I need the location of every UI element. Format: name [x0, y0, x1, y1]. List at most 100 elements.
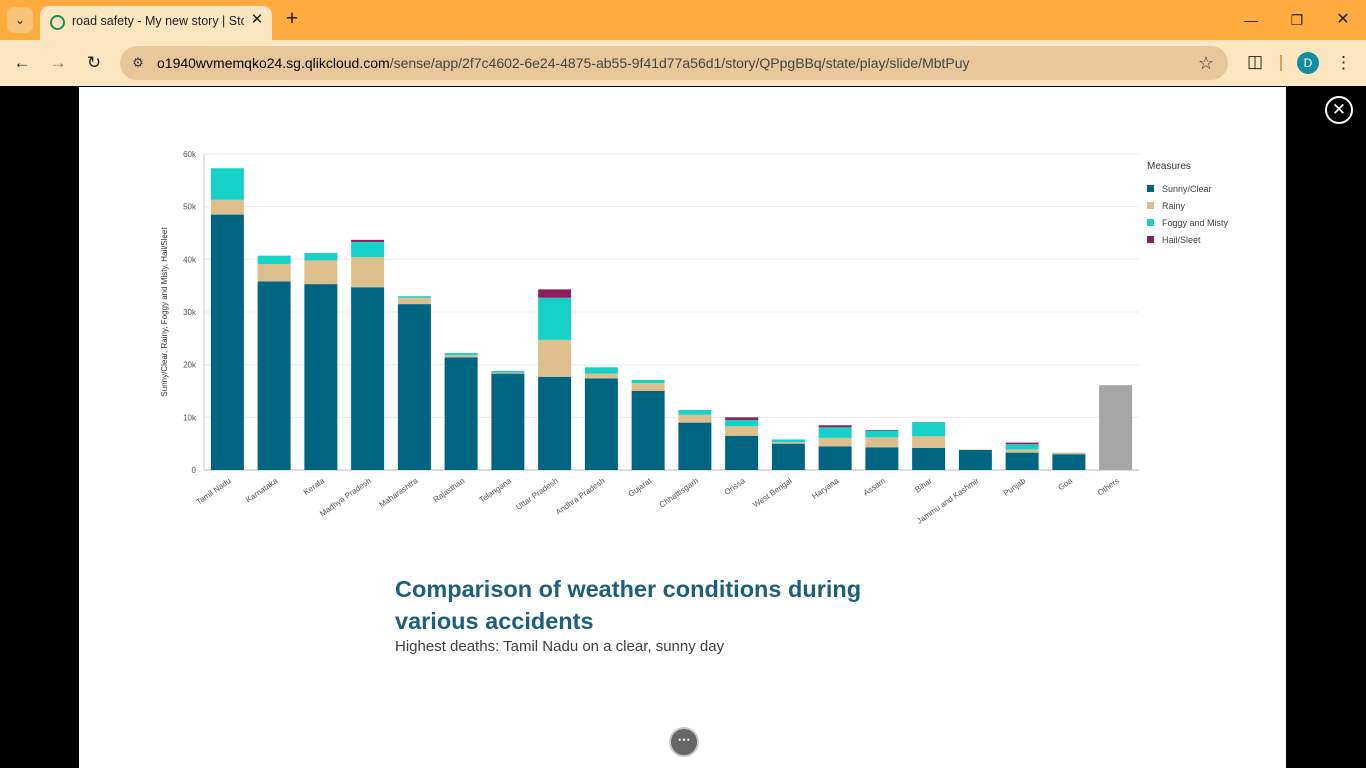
slide-subtitle: Highest deaths: Tamil Nadu on a clear, s… — [395, 638, 725, 655]
minimize-button[interactable]: — — [1244, 12, 1258, 28]
bar-segment — [1052, 454, 1086, 470]
back-button[interactable]: ← — [13, 53, 31, 72]
reload-button[interactable]: ↻ — [86, 53, 102, 72]
y-tick-label: 0 — [192, 466, 197, 475]
legend-entry: Sunny/Clear — [1162, 184, 1212, 194]
legend-swatch — [1147, 219, 1154, 226]
qlik-favicon-icon — [50, 15, 65, 30]
close-window-button[interactable]: ✕ — [1336, 11, 1350, 28]
bar-segment — [818, 427, 852, 438]
bar-segment — [865, 429, 899, 431]
bar-segment — [818, 437, 852, 447]
bar-segment — [538, 297, 572, 340]
bar-segment — [725, 419, 759, 427]
y-axis-label: Sunny/Clear, Rainy, Foggy and Misty, Hai… — [160, 227, 169, 397]
bar-segment — [1005, 449, 1039, 453]
legend-entry: Foggy and Misty — [1162, 218, 1229, 228]
bar-segment — [210, 168, 244, 200]
x-tick-label: Maharashtra — [378, 476, 420, 509]
legend-swatch — [1147, 202, 1154, 209]
bar-segment — [771, 442, 805, 444]
x-tick-label: Karnataka — [244, 476, 279, 505]
address-bar[interactable]: ⚙ o1940wvmemqko24.sg.qlikcloud.com/sense… — [120, 46, 1228, 80]
tab-search-button[interactable]: ⌄ — [7, 7, 33, 33]
slide-title: Comparison of weather conditions during … — [395, 576, 862, 634]
x-tick-label: Rajasthan — [432, 476, 467, 504]
bar-segment — [912, 447, 946, 470]
legend-swatch — [1147, 236, 1154, 243]
bar-segment — [678, 414, 712, 423]
bar-segment — [631, 383, 665, 391]
bar-segment — [678, 409, 712, 415]
bar-segment — [491, 372, 525, 374]
bar-segment — [865, 437, 899, 448]
bar-segment — [818, 446, 852, 470]
tab-title: road safety - My new story | Sto — [72, 14, 244, 28]
forward-button[interactable]: → — [49, 53, 67, 72]
story-slide: 0 10k 20k 30k 40k 50k 60k Sunny/Clear, Rainy, F… — [79, 87, 1286, 768]
bar-segment — [397, 304, 431, 470]
extensions-icon[interactable]: ◫ — [1246, 52, 1264, 71]
bar-segment — [304, 284, 338, 470]
bar-segment — [491, 370, 525, 373]
x-tick-label: Telangana — [478, 476, 514, 505]
bar-segment — [444, 353, 478, 356]
bar-segment — [584, 373, 618, 379]
bar-segment — [771, 439, 805, 443]
more-options-button[interactable]: ⋯ — [669, 727, 699, 757]
bar-segment — [444, 357, 478, 470]
url-text[interactable]: o1940wvmemqko24.sg.qlikcloud.com/sense/a… — [157, 55, 970, 71]
bar-segment — [912, 436, 946, 448]
bar-segment — [491, 373, 525, 470]
bar-segment — [631, 391, 665, 470]
bar-segment — [865, 430, 899, 438]
x-tick-label: West Bengal — [751, 476, 793, 509]
legend-entry: Hail/Sleet — [1162, 235, 1201, 245]
x-tick-label: Haryana — [810, 476, 840, 501]
active-tab[interactable]: road safety - My new story | Sto ✕ — [40, 6, 272, 40]
y-tick-label: 50k — [183, 203, 197, 212]
x-tick-label: Goa — [1056, 476, 1074, 492]
bar-segment — [397, 296, 431, 298]
bar-segment — [257, 264, 291, 282]
chevron-down-icon: ⌄ — [14, 13, 26, 27]
new-tab-button[interactable]: + — [285, 7, 299, 30]
bar-segment — [210, 214, 244, 470]
bar-segment — [725, 435, 759, 470]
profile-avatar[interactable]: D — [1297, 52, 1319, 74]
exit-story-button[interactable]: ✕ — [1325, 96, 1353, 124]
bar-segment — [584, 367, 618, 374]
browser-toolbar: ← → ↻ ⚙ o1940wvmemqko24.sg.qlikcloud.com… — [0, 40, 1366, 86]
bar-segment — [444, 355, 478, 358]
legend-entry: Rainy — [1162, 201, 1186, 211]
bar-segment — [210, 199, 244, 215]
bar-segment — [1005, 452, 1039, 470]
bar-segment — [958, 449, 992, 450]
x-tick-label: Bihar — [913, 476, 934, 494]
bar-segment — [631, 379, 665, 384]
bookmark-star-icon[interactable]: ☆ — [1197, 53, 1214, 73]
y-tick-label: 30k — [183, 308, 197, 317]
bar-segment — [771, 443, 805, 470]
browser-menu-icon[interactable]: ⋮ — [1335, 53, 1352, 72]
x-tick-label: Tamil Nadu — [195, 476, 233, 506]
bar-segment — [397, 297, 431, 305]
bar-segment — [304, 253, 338, 261]
site-settings-icon[interactable]: ⚙ — [132, 55, 144, 70]
bar-segment — [538, 376, 572, 470]
restore-button[interactable]: ❐ — [1290, 12, 1304, 28]
x-tick-label: Madhya Pradesh — [318, 476, 373, 518]
browser-tab-bar: ⌄ road safety - My new story | Sto ✕ + —… — [0, 0, 1366, 40]
bar-segment — [1005, 442, 1039, 445]
bar-segment — [912, 422, 946, 437]
bar-segment — [351, 239, 385, 242]
x-tick-label: Gujarat — [627, 476, 654, 499]
tab-close-icon[interactable]: ✕ — [250, 11, 264, 28]
x-tick-label: Punjab — [1002, 476, 1028, 498]
x-tick-label: Andhra Pradesh — [554, 476, 607, 517]
bar-segment — [958, 449, 992, 470]
legend-swatch — [1147, 185, 1154, 192]
x-tick-label: Orissa — [723, 476, 748, 497]
bar-segment — [1052, 452, 1086, 455]
x-tick-label: Uttar Pradesh — [514, 476, 560, 512]
